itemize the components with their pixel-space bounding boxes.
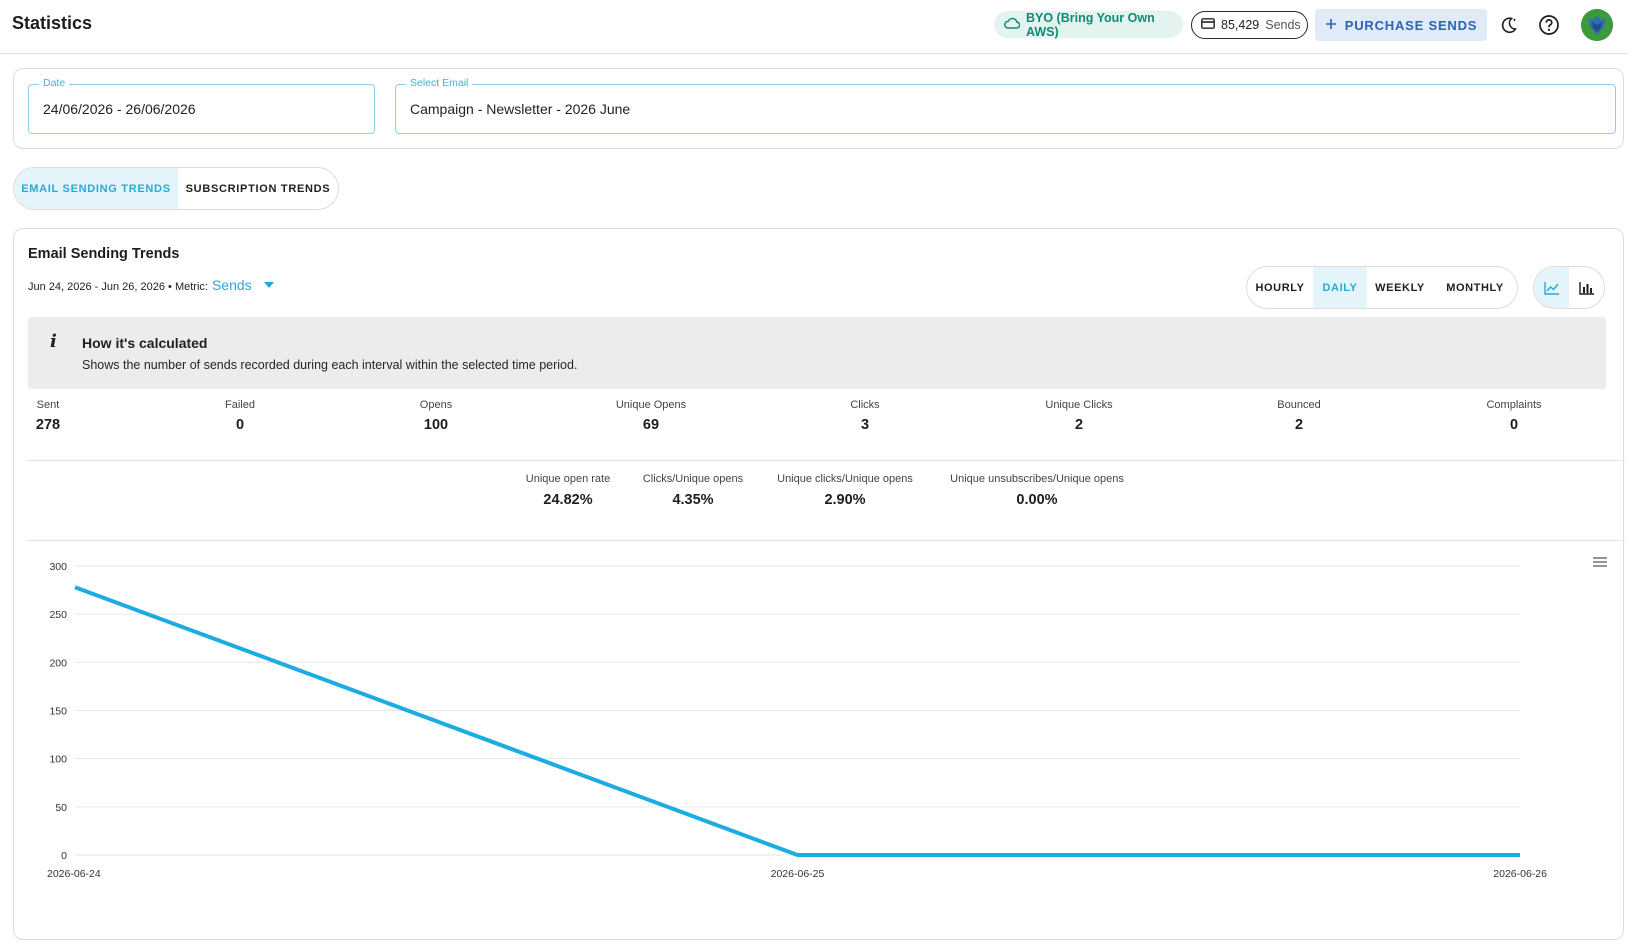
rate-value: 0.00%: [1016, 492, 1058, 508]
email-sending-trends-card: Email Sending Trends Jun 24, 2026 - Jun …: [13, 228, 1625, 940]
page-title: Statistics: [12, 13, 93, 33]
y-tick-label: 100: [49, 754, 67, 766]
chart-menu-icon[interactable]: [1592, 555, 1608, 567]
info-text: Shows the number of sends recorded durin…: [82, 358, 578, 372]
interval-hourly[interactable]: HOURLY: [1255, 281, 1305, 294]
stat-value: 0: [235, 417, 245, 433]
stat-clicks: Clicks 3: [850, 399, 879, 433]
date-range-metric-text: Jun 24, 2026 - Jun 26, 2026 • Metric:: [28, 281, 208, 293]
help-icon[interactable]: [1537, 13, 1561, 37]
y-tick-label: 250: [49, 609, 67, 621]
stat-label: Bounced: [1277, 399, 1321, 411]
metric-select[interactable]: Sends: [211, 277, 252, 293]
chart-type-toggle: [1533, 266, 1605, 309]
stat-opens: Opens 100: [420, 399, 452, 433]
rate-label: Clicks/Unique opens: [642, 473, 744, 485]
stat-label: Unique Opens: [615, 399, 687, 411]
stat-unique-opens: Unique Opens 69: [616, 399, 686, 433]
user-avatar[interactable]: [1581, 9, 1613, 41]
stat-label: Complaints: [1486, 399, 1542, 411]
stat-label: Opens: [419, 399, 453, 411]
credit-card-icon: [1201, 18, 1215, 32]
info-icon: i: [50, 331, 57, 352]
y-tick-label: 150: [49, 706, 67, 718]
stat-complaints: Complaints 0: [1486, 399, 1541, 433]
sends-balance-chip[interactable]: 85,429 Sends: [1191, 11, 1308, 39]
calculation-info-box: i How it's calculated Shows the number o…: [28, 317, 1606, 389]
line-chart-icon[interactable]: [1534, 267, 1569, 308]
x-tick-label: 2026-06-25: [771, 868, 825, 880]
stats-divider: [28, 460, 1625, 461]
byo-aws-label: BYO (Bring Your Own AWS): [1026, 10, 1155, 39]
rate-value: 2.90%: [824, 492, 866, 508]
stat-label: Sent: [36, 399, 60, 411]
tab-email-sending-trends[interactable]: EMAIL SENDING TRENDS: [14, 168, 178, 209]
chevron-down-icon[interactable]: [263, 282, 274, 288]
dark-mode-icon[interactable]: [1497, 13, 1521, 37]
tab-subscription-trends[interactable]: SUBSCRIPTION TRENDS: [185, 182, 331, 195]
purchase-sends-label: PURCHASE SENDS: [1344, 17, 1478, 33]
stat-value: 2: [1294, 417, 1304, 433]
series-line: [74, 585, 1520, 857]
rate-value: 24.82%: [543, 492, 593, 508]
x-tick-label: 2026-06-26: [1493, 868, 1547, 880]
select-email-value: Campaign - Newsletter - 2026 June: [410, 101, 631, 117]
rate-clicks-unique-opens: Clicks/Unique opens 4.35%: [643, 473, 743, 508]
rate-label: Unique unsubscribes/Unique opens: [950, 473, 1124, 485]
stat-label: Failed: [225, 399, 255, 411]
stat-value: 2: [1074, 417, 1084, 433]
rate-unique-clicks-unique-opens: Unique clicks/Unique opens 2.90%: [777, 473, 913, 508]
stat-value: 69: [642, 417, 660, 433]
x-tick-label: 2026-06-24: [47, 868, 101, 880]
rate-value: 4.35%: [672, 492, 714, 508]
interval-weekly[interactable]: WEEKLY: [1375, 281, 1425, 294]
interval-monthly[interactable]: MONTHLY: [1446, 281, 1504, 294]
interval-daily[interactable]: DAILY: [1313, 267, 1367, 308]
purchase-sends-button[interactable]: PURCHASE SENDS: [1315, 9, 1487, 41]
stat-value: 100: [423, 417, 449, 433]
interval-toggle: HOURLY DAILY WEEKLY MONTHLY: [1246, 266, 1518, 309]
rate-unique-open: Unique open rate 24.82%: [526, 473, 610, 508]
sends-unit: Sends: [1265, 18, 1301, 32]
filter-card: Date 24/06/2026 - 26/06/2026 Select Emai…: [13, 68, 1624, 149]
sends-line-chart: 0 50 100 150 200 250 300 2026-06-24 2026-06-25 20…: [47, 561, 1547, 880]
rates-divider: [28, 540, 1625, 541]
top-bar: Statistics BYO (Bring Your Own AWS) 85,4…: [0, 0, 1628, 54]
byo-aws-chip[interactable]: BYO (Bring Your Own AWS): [994, 10, 1183, 39]
stat-bounced: Bounced 2: [1277, 399, 1320, 433]
date-field-value: 24/06/2026 - 26/06/2026: [43, 101, 196, 117]
date-field-label: Date: [39, 77, 70, 89]
y-tick-label: 200: [49, 657, 67, 669]
stat-unique-clicks: Unique Clicks 2: [1045, 399, 1112, 433]
select-email-label: Select Email: [406, 77, 473, 89]
sends-count: 85,429: [1221, 18, 1260, 32]
stat-failed: Failed 0: [225, 399, 255, 433]
y-tick-label: 300: [49, 561, 67, 573]
bar-chart-icon[interactable]: [1569, 267, 1604, 308]
stat-value: 278: [35, 417, 61, 433]
select-email-field[interactable]: Select Email Campaign - Newsletter - 202…: [395, 77, 1616, 134]
cloud-icon: [1004, 17, 1021, 32]
info-title: How it's calculated: [82, 335, 208, 351]
stat-value: 0: [1509, 417, 1519, 433]
rate-unsubscribes-unique-opens: Unique unsubscribes/Unique opens 0.00%: [950, 473, 1124, 508]
card-title: Email Sending Trends: [28, 246, 180, 262]
stat-sent: Sent 278: [36, 399, 60, 433]
date-range-field[interactable]: Date 24/06/2026 - 26/06/2026: [28, 77, 375, 134]
stats-row: Sent 278 Failed 0 Opens 100 Unique Opens…: [28, 399, 1618, 459]
stat-label: Unique Clicks: [1045, 399, 1113, 411]
plus-icon: [1325, 18, 1337, 33]
y-tick-label: 50: [55, 802, 67, 814]
y-tick-label: 0: [61, 850, 67, 862]
rate-label: Unique clicks/Unique opens: [777, 473, 913, 485]
stat-value: 3: [860, 417, 870, 433]
card-subtitle: Jun 24, 2026 - Jun 26, 2026 • Metric: Se…: [28, 277, 274, 293]
trend-tabs: EMAIL SENDING TRENDS SUBSCRIPTION TRENDS: [13, 167, 339, 210]
rate-label: Unique open rate: [525, 473, 611, 485]
stat-label: Clicks: [850, 399, 880, 411]
